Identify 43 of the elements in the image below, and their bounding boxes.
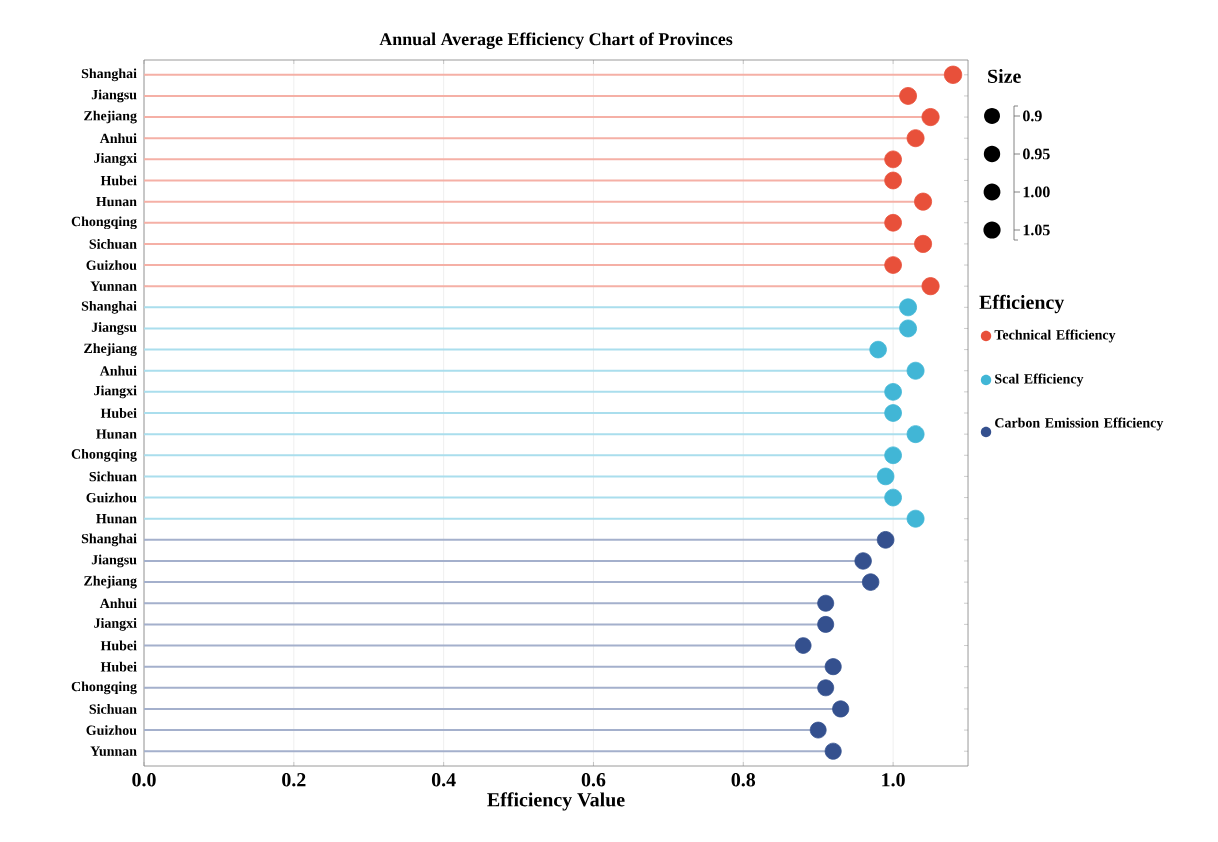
point [884, 171, 902, 190]
point [921, 108, 940, 127]
point [884, 383, 902, 401]
x-tick-label: 0.6 [581, 773, 606, 787]
point [943, 65, 963, 84]
point [794, 637, 812, 654]
point [914, 234, 933, 253]
point [824, 742, 842, 760]
point [906, 361, 925, 380]
x-tick-label: 0.4 [431, 773, 456, 787]
x-axis-title: Efficiency Value [487, 792, 625, 811]
legend-title: Efficiency [979, 294, 1065, 314]
point [824, 658, 842, 676]
chart-title: Annual Average Efficiency Chart of Provinces [379, 32, 733, 50]
point [884, 213, 902, 232]
point [884, 256, 902, 274]
point [921, 277, 940, 296]
point [899, 298, 917, 317]
point [817, 615, 835, 633]
point [809, 721, 827, 739]
point [869, 340, 887, 359]
point [832, 700, 850, 718]
x-tick-label: 0.8 [731, 773, 756, 787]
x-tick-label: 0.2 [282, 773, 306, 787]
point [899, 319, 917, 338]
point [817, 679, 835, 697]
point [861, 573, 880, 591]
point [884, 446, 902, 465]
point [884, 150, 902, 169]
point [906, 425, 925, 444]
point [884, 488, 902, 507]
point [817, 594, 835, 612]
point [899, 87, 917, 105]
point [854, 552, 872, 570]
point [884, 404, 902, 422]
point [906, 129, 925, 148]
text: Size [988, 68, 1021, 83]
point [876, 531, 895, 549]
x-tick-label: 1.0 [882, 773, 905, 787]
point [876, 467, 895, 486]
point [914, 192, 933, 211]
point [906, 509, 925, 528]
x-tick-label: 0.0 [132, 773, 156, 787]
